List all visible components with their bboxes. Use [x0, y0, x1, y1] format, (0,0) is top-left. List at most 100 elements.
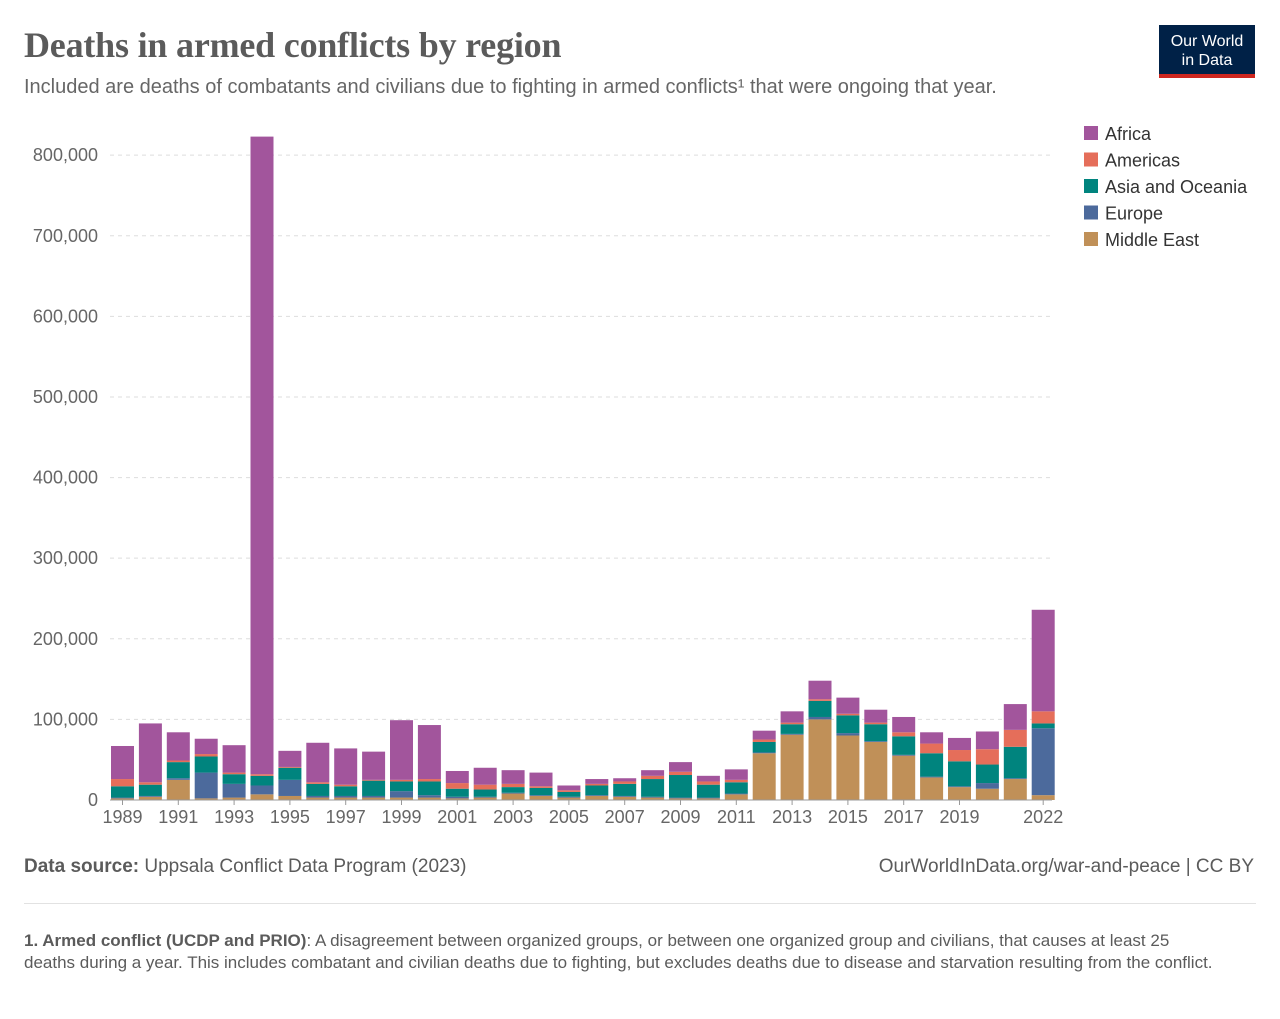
bar-europe-2008[interactable] [641, 796, 665, 798]
bar-middle-east-2014[interactable] [808, 719, 832, 800]
bar-middle-east-1996[interactable] [306, 797, 330, 800]
bar-europe-2003[interactable] [501, 792, 525, 794]
bar-africa-2007[interactable] [613, 778, 637, 782]
bar-middle-east-2016[interactable] [864, 741, 888, 800]
bar-americas-1992[interactable] [194, 754, 218, 757]
bar-middle-east-2004[interactable] [529, 795, 553, 800]
bar-europe-2017[interactable] [892, 754, 916, 756]
bar-middle-east-1997[interactable] [334, 797, 358, 800]
bar-asia-and-oceania-2019[interactable] [948, 761, 971, 787]
bar-americas-2016[interactable] [864, 722, 888, 725]
bar-americas-2008[interactable] [641, 775, 665, 780]
bar-africa-1994[interactable] [250, 136, 274, 775]
bar-europe-1996[interactable] [306, 795, 330, 798]
bar-middle-east-2002[interactable] [473, 797, 497, 800]
bar-europe-1995[interactable] [278, 779, 302, 796]
bar-middle-east-1994[interactable] [250, 794, 274, 800]
bar-africa-1999[interactable] [390, 720, 413, 780]
bar-africa-2002[interactable] [473, 767, 497, 785]
bar-africa-1991[interactable] [166, 732, 190, 761]
bar-africa-2013[interactable] [780, 711, 804, 723]
bar-asia-and-oceania-1995[interactable] [278, 767, 302, 780]
bar-europe-1993[interactable] [222, 783, 246, 798]
bar-americas-2001[interactable] [445, 783, 469, 789]
bar-americas-2013[interactable] [780, 722, 804, 725]
bar-europe-1992[interactable] [194, 772, 218, 799]
bar-europe-2018[interactable] [920, 776, 944, 778]
bar-africa-1998[interactable] [362, 751, 386, 780]
bar-americas-2003[interactable] [501, 783, 525, 788]
bar-africa-2011[interactable] [724, 769, 748, 780]
bar-africa-2004[interactable] [529, 772, 553, 787]
bar-americas-1994[interactable] [250, 774, 274, 776]
bar-africa-1990[interactable] [138, 723, 162, 783]
bar-europe-2000[interactable] [417, 795, 441, 798]
bar-asia-and-oceania-2012[interactable] [752, 741, 776, 753]
owid-logo[interactable]: Our World in Data [1159, 25, 1255, 78]
bar-americas-2020[interactable] [975, 749, 999, 765]
bar-africa-2020[interactable] [975, 731, 999, 750]
bar-americas-1997[interactable] [334, 784, 358, 787]
bar-asia-and-oceania-1993[interactable] [222, 774, 246, 784]
bar-africa-1989[interactable] [111, 745, 134, 780]
bar-asia-and-oceania-2017[interactable] [892, 736, 916, 755]
legend-swatch-africa[interactable] [1084, 126, 1098, 140]
bar-europe-1994[interactable] [250, 785, 274, 795]
license-link[interactable]: OurWorldInData.org/war-and-peace | CC BY [878, 856, 1254, 877]
bar-americas-1993[interactable] [222, 772, 246, 775]
bar-americas-1991[interactable] [166, 760, 190, 763]
bar-americas-2021[interactable] [1003, 729, 1027, 747]
bar-middle-east-2022[interactable] [1031, 795, 1055, 800]
bar-europe-1998[interactable] [362, 795, 386, 798]
bar-americas-2017[interactable] [892, 732, 916, 737]
bar-americas-2014[interactable] [808, 699, 832, 701]
bar-asia-and-oceania-2022[interactable] [1031, 723, 1055, 729]
bar-africa-2017[interactable] [892, 716, 916, 733]
bar-americas-2018[interactable] [920, 743, 944, 754]
bar-europe-1990[interactable] [138, 795, 162, 797]
bar-middle-east-2021[interactable] [1003, 779, 1027, 800]
bar-africa-1997[interactable] [334, 748, 358, 785]
legend-swatch-europe[interactable] [1084, 205, 1098, 220]
bar-middle-east-1992[interactable] [194, 798, 218, 800]
bar-americas-1998[interactable] [362, 779, 386, 781]
bar-africa-2008[interactable] [641, 770, 665, 776]
bar-americas-2015[interactable] [836, 713, 860, 716]
bar-asia-and-oceania-2011[interactable] [724, 782, 748, 794]
bar-africa-2021[interactable] [1003, 704, 1027, 730]
bar-asia-and-oceania-1994[interactable] [250, 775, 274, 786]
bar-europe-2010[interactable] [696, 797, 720, 799]
bar-middle-east-2013[interactable] [780, 734, 804, 800]
bar-americas-1999[interactable] [390, 779, 413, 782]
bar-africa-1992[interactable] [194, 738, 218, 755]
legend-swatch-americas[interactable] [1084, 152, 1098, 167]
bar-middle-east-2003[interactable] [501, 793, 525, 800]
bar-middle-east-2011[interactable] [724, 794, 748, 800]
bar-middle-east-2019[interactable] [948, 787, 971, 800]
legend-label[interactable]: Asia and Oceania [1105, 177, 1248, 197]
bar-americas-1990[interactable] [138, 782, 162, 785]
legend-swatch-middle-east[interactable] [1084, 232, 1098, 246]
bar-africa-2016[interactable] [864, 709, 888, 723]
bar-asia-and-oceania-2010[interactable] [696, 784, 720, 798]
bar-americas-2019[interactable] [948, 750, 971, 762]
bar-asia-and-oceania-2009[interactable] [669, 775, 692, 798]
bar-middle-east-1999[interactable] [390, 797, 413, 800]
bar-europe-2020[interactable] [975, 783, 999, 789]
bar-middle-east-2015[interactable] [836, 735, 860, 800]
bar-middle-east-2000[interactable] [417, 797, 441, 800]
bar-europe-1997[interactable] [334, 795, 358, 798]
bar-africa-1993[interactable] [222, 745, 246, 773]
bar-americas-2002[interactable] [473, 784, 497, 790]
bar-middle-east-2017[interactable] [892, 755, 916, 800]
bar-middle-east-1998[interactable] [362, 797, 386, 800]
bar-americas-2006[interactable] [585, 783, 609, 786]
bar-africa-2001[interactable] [445, 770, 469, 784]
bar-asia-and-oceania-2004[interactable] [529, 787, 553, 796]
bar-africa-2018[interactable] [920, 732, 944, 744]
bar-asia-and-oceania-2014[interactable] [808, 700, 832, 717]
legend-label[interactable]: Africa [1105, 124, 1152, 144]
bar-americas-2005[interactable] [557, 790, 581, 792]
bar-asia-and-oceania-2005[interactable] [557, 791, 581, 797]
bar-asia-and-oceania-1996[interactable] [306, 783, 330, 796]
